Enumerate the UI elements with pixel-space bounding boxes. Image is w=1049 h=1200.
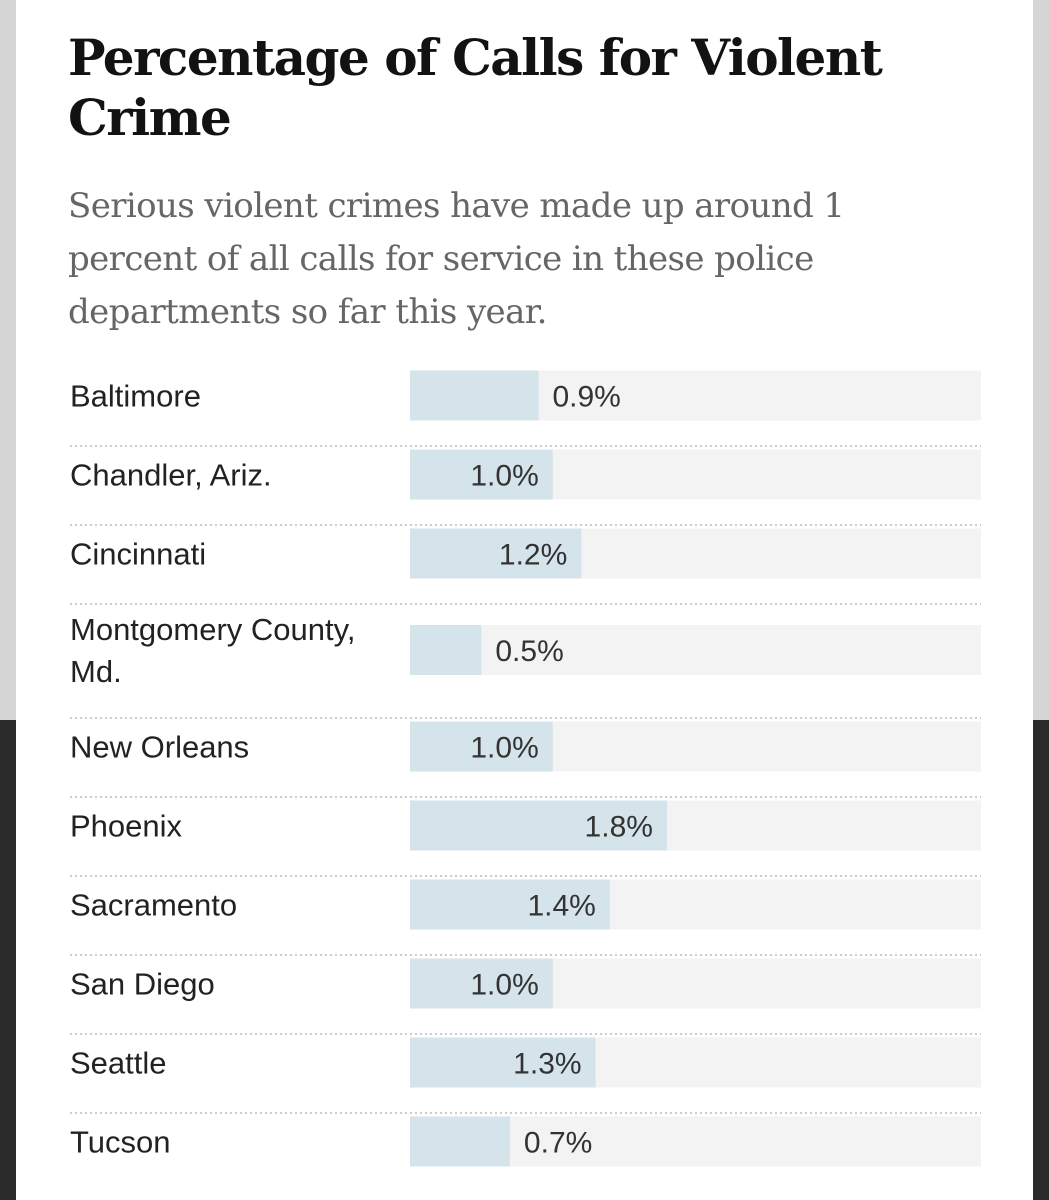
right-page-edge bbox=[1033, 0, 1049, 1200]
category-label-line: Baltimore bbox=[70, 379, 201, 414]
bar-row: Cincinnati 1.2% bbox=[70, 528, 981, 605]
category-label: Phoenix bbox=[70, 809, 183, 844]
bar-row: Tucson 0.7% bbox=[70, 1116, 981, 1167]
bar-row: New Orleans 1.0% bbox=[70, 721, 981, 798]
value-label: 1.0% bbox=[470, 969, 538, 1002]
value-label: 0.7% bbox=[524, 1127, 592, 1160]
bar bbox=[410, 958, 553, 1009]
bar-row: Montgomery County, Md. 0.5% bbox=[70, 612, 981, 719]
category-label: Montgomery County, Md. bbox=[70, 612, 355, 689]
value-label: 1.4% bbox=[527, 890, 595, 923]
category-label-line: Cincinnati bbox=[70, 537, 206, 572]
value-label: 1.2% bbox=[499, 539, 567, 572]
bar-row: Sacramento 1.4% bbox=[70, 879, 981, 956]
category-label-line: Sacramento bbox=[70, 888, 237, 923]
bar-row: Phoenix 1.8% bbox=[70, 800, 981, 877]
value-label: 0.5% bbox=[495, 635, 563, 668]
bar bbox=[410, 800, 667, 851]
category-label-line: New Orleans bbox=[70, 730, 249, 765]
left-page-edge bbox=[0, 0, 16, 1200]
bar bbox=[410, 449, 553, 500]
bar bbox=[410, 370, 539, 421]
category-label: Tucson bbox=[70, 1125, 171, 1160]
value-label: 1.3% bbox=[513, 1048, 581, 1081]
bar bbox=[410, 528, 582, 579]
category-label-line: San Diego bbox=[70, 967, 215, 1002]
chart-title: Percentage of Calls for Violent Crime bbox=[68, 28, 883, 147]
bar-row: Chandler, Ariz. 1.0% bbox=[70, 449, 981, 526]
category-label: New Orleans bbox=[70, 730, 249, 765]
category-label: San Diego bbox=[70, 967, 215, 1002]
category-label: Seattle bbox=[70, 1046, 167, 1081]
bar-row: Seattle 1.3% bbox=[70, 1037, 981, 1114]
category-label-line: Chandler, Ariz. bbox=[70, 458, 272, 493]
bar bbox=[410, 625, 482, 675]
category-label-line: Md. bbox=[70, 654, 122, 689]
category-label: Sacramento bbox=[70, 888, 237, 923]
value-label: 1.8% bbox=[585, 811, 653, 844]
category-label: Chandler, Ariz. bbox=[70, 458, 272, 493]
bar-row: Baltimore 0.9% bbox=[70, 370, 981, 447]
category-label: Baltimore bbox=[70, 379, 201, 414]
bar bbox=[410, 1116, 510, 1167]
category-label-line: Seattle bbox=[70, 1046, 167, 1081]
category-label-line: Tucson bbox=[70, 1125, 171, 1160]
category-label: Cincinnati bbox=[70, 537, 206, 572]
bar bbox=[410, 1037, 596, 1088]
bar-row: San Diego 1.0% bbox=[70, 958, 981, 1035]
value-label: 1.0% bbox=[470, 460, 538, 493]
category-label-line: Phoenix bbox=[70, 809, 183, 844]
bar-track bbox=[410, 625, 981, 675]
chart-subtitle: Serious violent crimes have made up arou… bbox=[68, 186, 845, 332]
category-label-line: Montgomery County, bbox=[70, 612, 355, 647]
value-label: 0.9% bbox=[552, 381, 620, 414]
value-label: 1.0% bbox=[470, 732, 538, 765]
bar bbox=[410, 879, 610, 930]
bar bbox=[410, 721, 553, 772]
